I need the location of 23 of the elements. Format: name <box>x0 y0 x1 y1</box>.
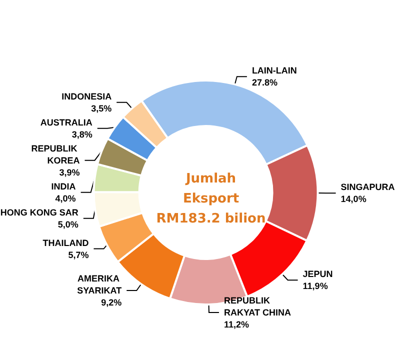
data-label: 9,2% <box>101 298 122 308</box>
data-label: 11,9% <box>302 281 328 292</box>
slice-label: AMERIKA SYARIKAT <box>77 274 122 296</box>
slice-label: AUSTRALIA <box>40 117 93 128</box>
data-label: 11,2% <box>224 319 250 330</box>
slice-label: REPUBLIK RAKYAT CHINA <box>224 295 292 318</box>
slice-label: INDIA <box>51 181 76 192</box>
slice-label: HONG KONG SAR <box>0 207 79 218</box>
data-label: 3,9% <box>59 167 80 178</box>
data-label: 3,5% <box>91 103 112 114</box>
data-label: 27.8% <box>252 78 278 88</box>
data-label: 4,0% <box>55 193 76 204</box>
slice-label: JEPUN <box>302 269 333 280</box>
slice-label: THAILAND <box>42 238 90 248</box>
data-label: 5,7% <box>68 250 89 260</box>
slice-label: INDONESIA <box>62 91 112 102</box>
slice-label: REPUBLIK KOREA <box>31 143 80 166</box>
data-label: 14,0% <box>340 194 366 204</box>
slice-label: LAIN-LAIN <box>252 66 297 76</box>
text: Jumlah Eksport RM183.2 bilion <box>156 172 266 226</box>
slice-label: SINGAPURA <box>340 182 396 192</box>
data-label: 3,8% <box>72 129 92 140</box>
data-label: 5,0% <box>58 219 78 230</box>
